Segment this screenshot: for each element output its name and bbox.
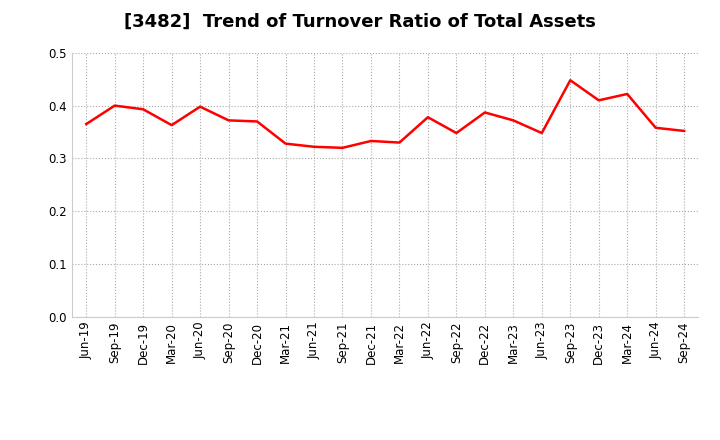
Text: [3482]  Trend of Turnover Ratio of Total Assets: [3482] Trend of Turnover Ratio of Total … xyxy=(124,13,596,31)
